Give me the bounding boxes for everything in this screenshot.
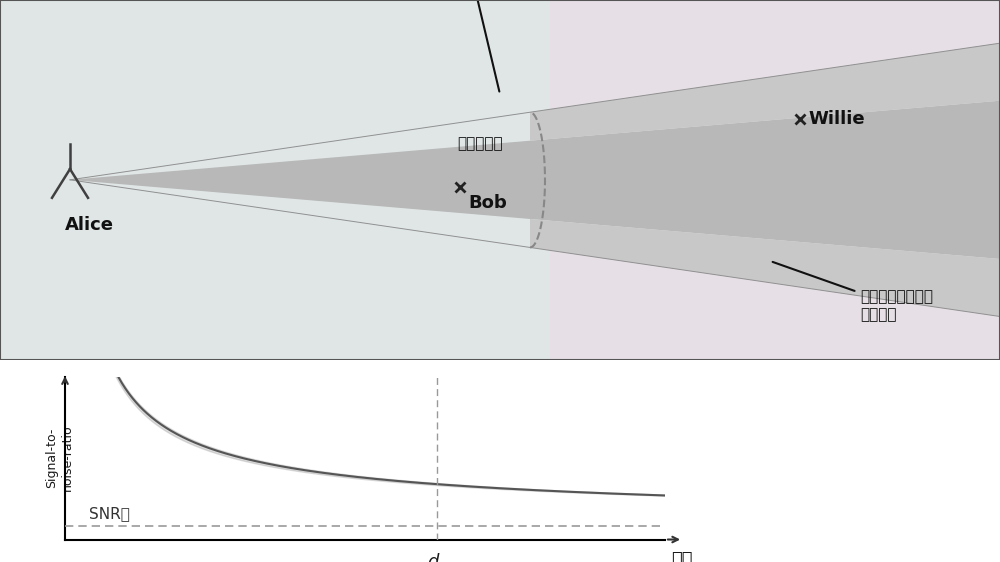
Text: Willie: Willie — [808, 110, 865, 128]
Text: $d_c$: $d_c$ — [427, 551, 447, 562]
Polygon shape — [530, 43, 1000, 140]
Text: 不安全区域: 不安全区域 — [457, 137, 503, 151]
Polygon shape — [70, 101, 1000, 259]
Bar — [550, 0, 1000, 360]
Polygon shape — [530, 219, 1000, 316]
Text: Bob: Bob — [468, 194, 507, 212]
Text: 距离: 距离 — [671, 551, 692, 562]
Y-axis label: Signal-to-
noise-ratio: Signal-to- noise-ratio — [45, 425, 73, 491]
Text: 高方向性的隐蔽区域: 高方向性的隐蔽区域 — [407, 0, 513, 92]
Text: Alice: Alice — [65, 216, 114, 234]
Text: SNR墙: SNR墙 — [89, 506, 130, 521]
Text: 高路径损耗产生的
隐蔽区域: 高路径损耗产生的 隐蔽区域 — [773, 262, 933, 322]
Bar — [0, 0, 550, 360]
